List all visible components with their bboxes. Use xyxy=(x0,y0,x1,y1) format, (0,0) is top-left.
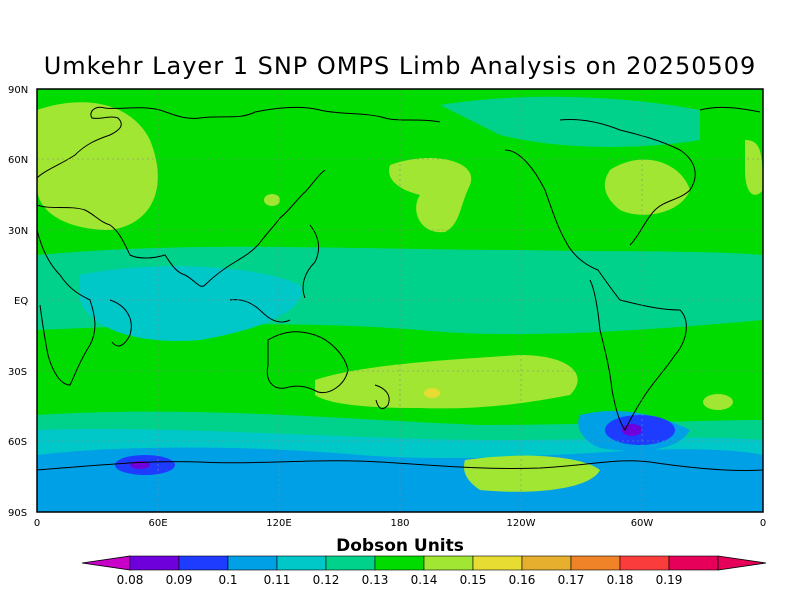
colorbar-label: 0.17 xyxy=(558,573,585,587)
lon-tick: 60E xyxy=(148,518,167,529)
field-blob-015-south-pacific xyxy=(315,355,578,409)
colorbar-swatch xyxy=(325,555,376,571)
colorbar-label: 0.18 xyxy=(607,573,634,587)
field-blob-015-pacific-north xyxy=(389,157,472,233)
lon-tick: 0 xyxy=(760,518,766,529)
colorbar-label: 0.12 xyxy=(313,573,340,587)
ozone-field xyxy=(37,89,763,512)
lat-tick: EQ xyxy=(14,296,28,307)
field-blob-015-atlantic xyxy=(703,394,733,410)
colorbar-swatch xyxy=(521,555,572,571)
lon-tick: 120E xyxy=(266,518,291,529)
colorbar-swatch xyxy=(619,555,670,571)
field-band-013-north xyxy=(440,96,700,147)
colorbar: 0.08 0.09 0.1 0.11 0.12 0.13 0.14 0.15 0.16 0.17 0… xyxy=(81,555,767,587)
map-title: Umkehr Layer 1 SNP OMPS Limb Analysis on… xyxy=(43,52,757,80)
colorbar-label: 0.16 xyxy=(509,573,536,587)
colorbar-low-arrow xyxy=(81,555,131,571)
field-blob-015-europe xyxy=(37,102,158,230)
colorbar-swatch xyxy=(472,555,523,571)
lon-tick: 0 xyxy=(34,518,40,529)
map-frame xyxy=(36,88,764,513)
lat-tick: 30N xyxy=(8,226,28,237)
colorbar-swatch xyxy=(276,555,327,571)
colorbar-swatch xyxy=(129,555,180,571)
field-band-012-indian xyxy=(80,266,302,341)
colorbar-label: 0.13 xyxy=(362,573,389,587)
colorbar-swatch xyxy=(668,555,719,571)
colorbar-label: 0.19 xyxy=(656,573,683,587)
lat-axis: 90N 60N 30N EQ 30S 60S 90S xyxy=(8,85,28,519)
colorbar-label: 0.1 xyxy=(218,573,237,587)
field-blob-015-east-edge xyxy=(745,140,763,195)
colorbar-swatch xyxy=(423,555,474,571)
colorbar-swatch xyxy=(374,555,425,571)
lon-tick: 60W xyxy=(631,518,654,529)
field-blob-015-antarctic xyxy=(463,455,600,492)
colorbar-label: 0.14 xyxy=(411,573,438,587)
colorbar-swatch xyxy=(178,555,229,571)
colorbar-high-arrow xyxy=(717,555,767,571)
colorbar-label: 0.09 xyxy=(166,573,193,587)
field-blob-015-small xyxy=(264,194,280,206)
lon-axis: 0 60E 120E 180 120W 60W 0 xyxy=(34,518,766,529)
lon-tick: 120W xyxy=(507,518,536,529)
colorbar-title: Dobson Units xyxy=(336,536,464,556)
lat-tick: 60N xyxy=(8,155,28,166)
field-blob-016 xyxy=(424,388,440,398)
colorbar-swatch xyxy=(227,555,278,571)
lat-tick: 30S xyxy=(8,367,27,378)
lat-tick: 60S xyxy=(8,437,27,448)
colorbar-swatch xyxy=(570,555,621,571)
lat-tick: 90S xyxy=(8,508,27,519)
colorbar-label: 0.11 xyxy=(264,573,291,587)
grid-lines xyxy=(37,89,763,512)
colorbar-label: 0.15 xyxy=(460,573,487,587)
field-blob-015-canada xyxy=(604,159,690,215)
colorbar-label: 0.08 xyxy=(117,573,144,587)
lon-tick: 180 xyxy=(390,518,409,529)
lat-tick: 90N xyxy=(8,85,28,96)
coastlines xyxy=(37,106,763,472)
